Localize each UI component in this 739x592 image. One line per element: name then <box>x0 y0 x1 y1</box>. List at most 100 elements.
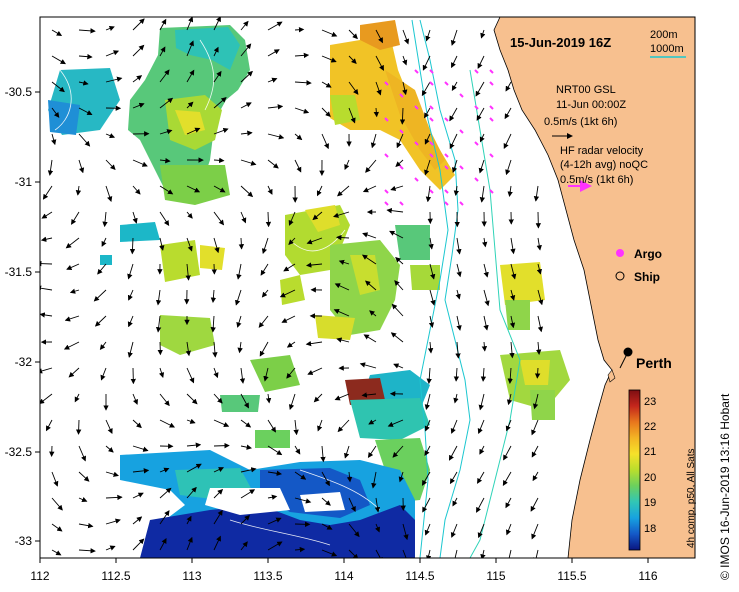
velocity-arrow <box>479 445 485 455</box>
velocity-arrow <box>267 104 284 110</box>
velocity-arrow <box>132 445 149 452</box>
velocity-arrow <box>40 312 53 318</box>
velocity-arrow <box>213 127 229 135</box>
velocity-arrow <box>402 29 410 45</box>
velocity-arrow <box>213 367 219 379</box>
city-label: Perth <box>636 355 672 371</box>
radar-arrow <box>429 105 434 110</box>
velocity-arrow <box>313 393 323 403</box>
x-tick-label: 116 <box>638 569 657 583</box>
velocity-arrow <box>40 393 53 405</box>
velocity-arrow <box>45 419 53 432</box>
velocity-arrow <box>69 288 80 294</box>
velocity-arrow <box>509 315 516 329</box>
radar-arrow <box>459 93 464 98</box>
velocity-arrow <box>261 237 269 255</box>
velocity-arrow <box>424 133 431 145</box>
velocity-arrow <box>305 340 323 347</box>
island <box>607 369 616 383</box>
velocity-arrow <box>294 445 301 455</box>
velocity-arrow <box>365 280 377 291</box>
velocity-arrow <box>132 75 143 83</box>
velocity-arrow <box>78 548 96 554</box>
velocity-arrow <box>506 393 513 406</box>
velocity-arrow <box>75 185 82 196</box>
velocity-arrow <box>391 303 404 317</box>
velocity-arrow <box>346 471 353 483</box>
velocity-arrow <box>306 237 323 245</box>
x-tick-label: 114 <box>334 569 353 583</box>
velocity-arrow <box>505 81 512 92</box>
velocity-arrow <box>155 315 162 333</box>
velocity-arrow <box>507 185 513 197</box>
velocity-arrow <box>479 185 486 203</box>
velocity-arrow <box>369 310 377 317</box>
velocity-arrow <box>375 29 383 44</box>
velocity-arrow <box>51 107 60 118</box>
velocity-arrow <box>238 237 245 250</box>
colorbar <box>628 389 641 551</box>
velocity-arrow <box>288 211 296 226</box>
velocity-arrow <box>428 315 435 328</box>
velocity-arrow <box>421 471 431 486</box>
radar-arrow <box>459 165 464 170</box>
radar-arrow <box>489 189 494 194</box>
velocity-arrow <box>74 393 80 403</box>
velocity-arrow <box>159 129 173 135</box>
velocity-arrow <box>236 315 242 328</box>
velocity-arrow <box>294 52 310 59</box>
y-tick-label: -31 <box>15 175 33 189</box>
velocity-arrow <box>213 393 223 404</box>
velocity-arrow <box>40 260 53 267</box>
velocity-arrow <box>132 159 148 167</box>
velocity-arrow <box>393 363 404 369</box>
velocity-arrow <box>348 549 359 558</box>
velocity-arrow <box>424 393 431 410</box>
velocity-arrow <box>185 341 192 357</box>
velocity-arrow <box>42 185 53 200</box>
velocity-arrow <box>213 442 230 449</box>
velocity-arrow <box>450 419 458 434</box>
velocity-arrow <box>449 133 458 150</box>
velocity-arrow <box>236 263 242 280</box>
velocity-arrow <box>307 367 323 375</box>
velocity-arrow <box>132 492 144 499</box>
velocity-arrow <box>390 185 404 191</box>
velocity-arrow <box>505 159 512 176</box>
velocity-arrow <box>424 445 431 457</box>
velocity-arrow <box>361 392 377 398</box>
radar-arrow <box>474 141 479 146</box>
velocity-arrow <box>267 541 283 551</box>
velocity-arrow <box>395 257 404 265</box>
radar-avg: (4-12h avg) noQC <box>560 159 649 171</box>
velocity-arrow <box>186 393 198 405</box>
velocity-arrow <box>105 494 123 501</box>
velocity-arrow <box>100 367 107 381</box>
velocity-arrow <box>132 211 138 224</box>
velocity-arrow <box>78 53 93 60</box>
velocity-arrow <box>240 130 253 136</box>
velocity-arrow <box>288 237 296 246</box>
velocity-arrow <box>362 232 377 239</box>
colorbar-tick: 20 <box>644 472 656 484</box>
velocity-arrow <box>265 211 272 228</box>
radar-arrow <box>399 129 404 134</box>
velocity-arrow <box>510 237 516 255</box>
radar-arrow <box>444 153 449 158</box>
velocity-arrow <box>294 546 306 553</box>
velocity-arrow <box>159 419 176 428</box>
velocity-arrow <box>321 107 331 118</box>
ship-label: Ship <box>634 270 660 284</box>
y-tick-label: -32 <box>15 355 33 369</box>
velocity-arrow <box>368 419 377 425</box>
velocity-arrow <box>294 80 312 86</box>
velocity-arrow <box>477 523 485 539</box>
velocity-arrow <box>532 393 539 410</box>
velocity-arrow <box>286 367 296 379</box>
velocity-arrow <box>321 471 330 487</box>
velocity-arrow <box>51 523 63 532</box>
axis-ticks <box>35 91 649 563</box>
velocity-arrow <box>105 133 116 139</box>
velocity-arrow <box>530 497 539 512</box>
x-tick-label: 112.5 <box>101 569 130 583</box>
